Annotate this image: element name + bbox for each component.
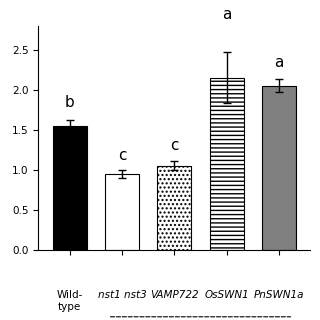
Text: Wild-
type: Wild- type bbox=[57, 290, 83, 312]
Bar bbox=[262, 85, 296, 250]
Text: PnSWN1a: PnSWN1a bbox=[254, 290, 304, 300]
Text: VAMP722: VAMP722 bbox=[150, 290, 199, 300]
Text: c: c bbox=[170, 138, 179, 153]
Text: OsSWN1: OsSWN1 bbox=[204, 290, 249, 300]
Bar bbox=[53, 125, 87, 250]
Bar bbox=[105, 173, 139, 250]
Bar bbox=[157, 165, 191, 250]
Text: a: a bbox=[274, 55, 284, 69]
Text: c: c bbox=[118, 148, 126, 163]
Bar bbox=[210, 77, 244, 250]
Text: b: b bbox=[65, 95, 75, 110]
Text: nst1 nst3: nst1 nst3 bbox=[98, 290, 147, 300]
Text: a: a bbox=[222, 7, 231, 21]
